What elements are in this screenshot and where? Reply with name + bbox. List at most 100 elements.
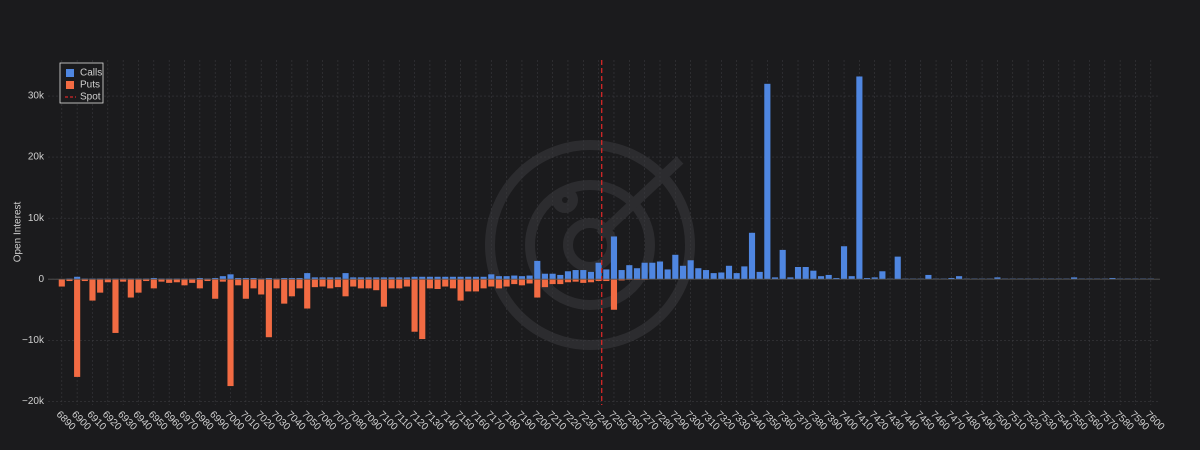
- bar: [350, 279, 357, 287]
- bar: [204, 279, 211, 282]
- y-tick-label: 10k: [28, 213, 45, 224]
- bar: [748, 232, 756, 280]
- bar: [465, 276, 472, 280]
- bar: [380, 279, 387, 307]
- bar: [97, 279, 104, 293]
- bar: [633, 268, 641, 280]
- y-tick-label: 30k: [28, 91, 45, 102]
- bar: [925, 274, 932, 280]
- bar: [863, 277, 871, 280]
- bar: [610, 279, 618, 310]
- watermark: [485, 140, 695, 350]
- bar: [426, 276, 433, 280]
- bar: [74, 279, 81, 377]
- bar: [656, 261, 664, 280]
- bar: [373, 277, 380, 280]
- bar: [143, 279, 150, 282]
- y-tick-label: 20k: [28, 152, 45, 163]
- bar: [518, 276, 526, 280]
- bar: [181, 279, 188, 286]
- bar: [526, 275, 533, 280]
- bar: [564, 279, 572, 283]
- bar: [457, 276, 464, 280]
- bar: [212, 277, 219, 280]
- bar: [787, 277, 794, 280]
- bar: [948, 277, 955, 280]
- bar: [871, 277, 878, 280]
- bar: [1109, 277, 1116, 280]
- bar: [817, 276, 825, 280]
- bar: [756, 271, 763, 280]
- bar: [396, 277, 403, 280]
- bar: [434, 279, 441, 289]
- bar: [856, 76, 863, 280]
- bar: [894, 256, 901, 280]
- bar: [380, 277, 387, 280]
- bar: [334, 277, 341, 280]
- bar: [741, 266, 748, 280]
- bar: [587, 279, 595, 283]
- bar: [158, 279, 165, 282]
- bar: [296, 279, 303, 289]
- bar: [265, 277, 272, 280]
- bar: [196, 279, 203, 289]
- legend-label: Puts: [80, 80, 100, 91]
- bar: [242, 279, 249, 299]
- bar: [434, 276, 441, 280]
- bar: [288, 277, 295, 280]
- bar: [725, 265, 733, 280]
- bar: [672, 254, 679, 280]
- bar: [956, 276, 963, 280]
- bar: [641, 262, 648, 280]
- bar: [564, 271, 572, 280]
- bar: [196, 277, 203, 280]
- bar: [534, 260, 541, 280]
- bar: [311, 277, 318, 280]
- bar: [557, 274, 564, 280]
- bar: [802, 267, 809, 280]
- bar: [810, 270, 817, 280]
- bar: [419, 279, 426, 340]
- bar: [58, 279, 65, 287]
- legend-swatch: [66, 69, 74, 77]
- bar: [242, 277, 249, 280]
- bar: [219, 276, 226, 280]
- bar: [265, 279, 272, 338]
- bar: [449, 276, 456, 280]
- bar: [365, 279, 372, 289]
- bar: [549, 273, 556, 280]
- bar: [511, 275, 518, 280]
- bar: [833, 277, 840, 280]
- bar: [518, 279, 526, 286]
- bar: [127, 279, 134, 298]
- bar: [572, 270, 579, 280]
- y-tick-label: 0: [38, 274, 44, 285]
- bar: [396, 279, 403, 289]
- bar: [419, 276, 426, 280]
- bar: [189, 279, 196, 283]
- bar: [733, 273, 740, 280]
- bar: [350, 277, 357, 280]
- bar: [319, 279, 326, 287]
- bar: [595, 262, 602, 280]
- bar: [296, 277, 303, 280]
- bar: [442, 279, 449, 287]
- bar: [626, 265, 633, 280]
- bar: [327, 279, 334, 289]
- bar: [212, 279, 219, 299]
- legend-swatch: [66, 81, 74, 89]
- bar: [449, 279, 456, 289]
- bar: [488, 279, 495, 287]
- bar: [150, 279, 157, 289]
- bar: [618, 270, 625, 280]
- y-tick-label: −20k: [22, 396, 45, 407]
- bar: [511, 279, 518, 285]
- bar: [687, 260, 694, 280]
- bar: [679, 265, 687, 280]
- bar: [135, 279, 142, 293]
- bar: [403, 277, 410, 280]
- bar: [342, 279, 349, 297]
- bar: [304, 279, 311, 309]
